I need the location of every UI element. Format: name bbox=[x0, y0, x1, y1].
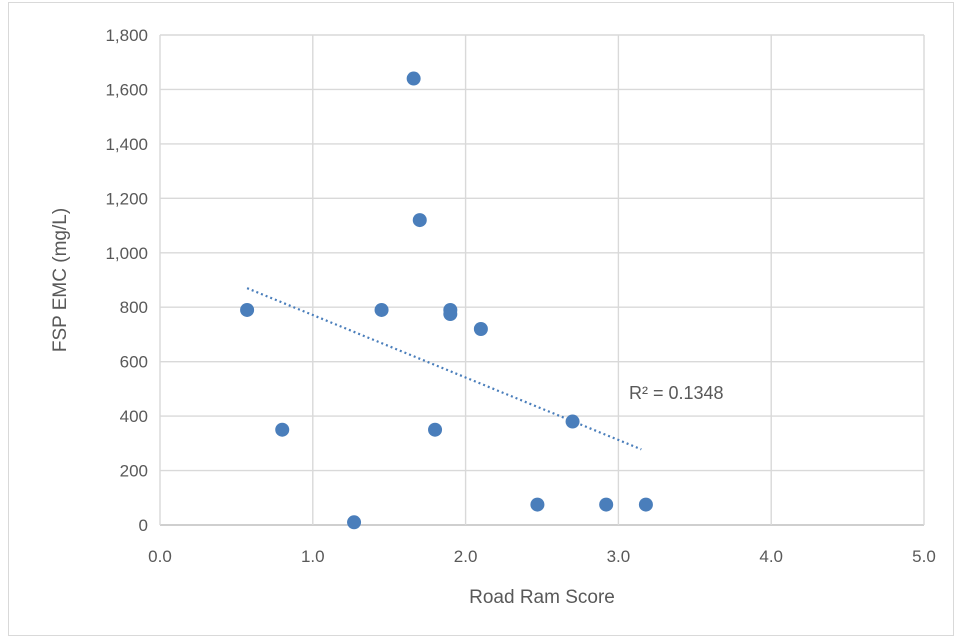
x-axis-title: Road Ram Score bbox=[469, 587, 615, 608]
y-tick-label: 0 bbox=[139, 516, 148, 535]
data-point bbox=[406, 71, 421, 86]
y-tick-label: 400 bbox=[120, 407, 148, 426]
y-tick-label: 1,800 bbox=[105, 26, 148, 45]
r-squared-annotation: R² = 0.1348 bbox=[629, 383, 724, 403]
y-tick-label: 1,400 bbox=[105, 135, 148, 154]
data-point bbox=[599, 497, 614, 512]
data-point bbox=[347, 515, 362, 530]
y-tick-label: 1,000 bbox=[105, 244, 148, 263]
x-tick-label: 4.0 bbox=[759, 547, 783, 566]
data-point bbox=[275, 422, 290, 437]
x-tick-label: 0.0 bbox=[148, 547, 172, 566]
data-point bbox=[374, 302, 389, 317]
grid-lines bbox=[159, 34, 925, 526]
x-tick-label: 3.0 bbox=[607, 547, 631, 566]
x-tick-label: 2.0 bbox=[454, 547, 478, 566]
data-point bbox=[428, 422, 443, 437]
x-tick-label: 1.0 bbox=[301, 547, 325, 566]
data-point bbox=[638, 497, 653, 512]
data-point bbox=[530, 497, 545, 512]
trendline bbox=[246, 287, 642, 451]
y-tick-label: 800 bbox=[120, 298, 148, 317]
y-tick-label: 600 bbox=[120, 353, 148, 372]
x-axis-tick-labels: 0.0 1.0 2.0 3.0 4.0 5.0 bbox=[148, 547, 936, 566]
data-point bbox=[443, 307, 458, 322]
data-point bbox=[240, 302, 255, 317]
y-tick-label: 200 bbox=[120, 462, 148, 481]
data-point bbox=[412, 213, 427, 228]
data-point bbox=[473, 322, 488, 336]
data-points bbox=[240, 71, 653, 530]
y-axis-title: FSP EMC (mg/L) bbox=[50, 208, 71, 352]
y-tick-label: 1,600 bbox=[105, 80, 148, 99]
chart-area: 0 200 400 600 800 1,000 1,200 1,400 1,600 1,800 0… bbox=[8, 2, 954, 636]
scatter-chart: 0 200 400 600 800 1,000 1,200 1,400 1,600 1,800 0… bbox=[50, 26, 936, 608]
x-tick-label: 5.0 bbox=[912, 547, 936, 566]
data-point bbox=[565, 414, 580, 429]
y-tick-label: 1,200 bbox=[105, 189, 148, 208]
y-axis-tick-labels: 0 200 400 600 800 1,000 1,200 1,400 1,600 1,800 bbox=[105, 26, 148, 535]
